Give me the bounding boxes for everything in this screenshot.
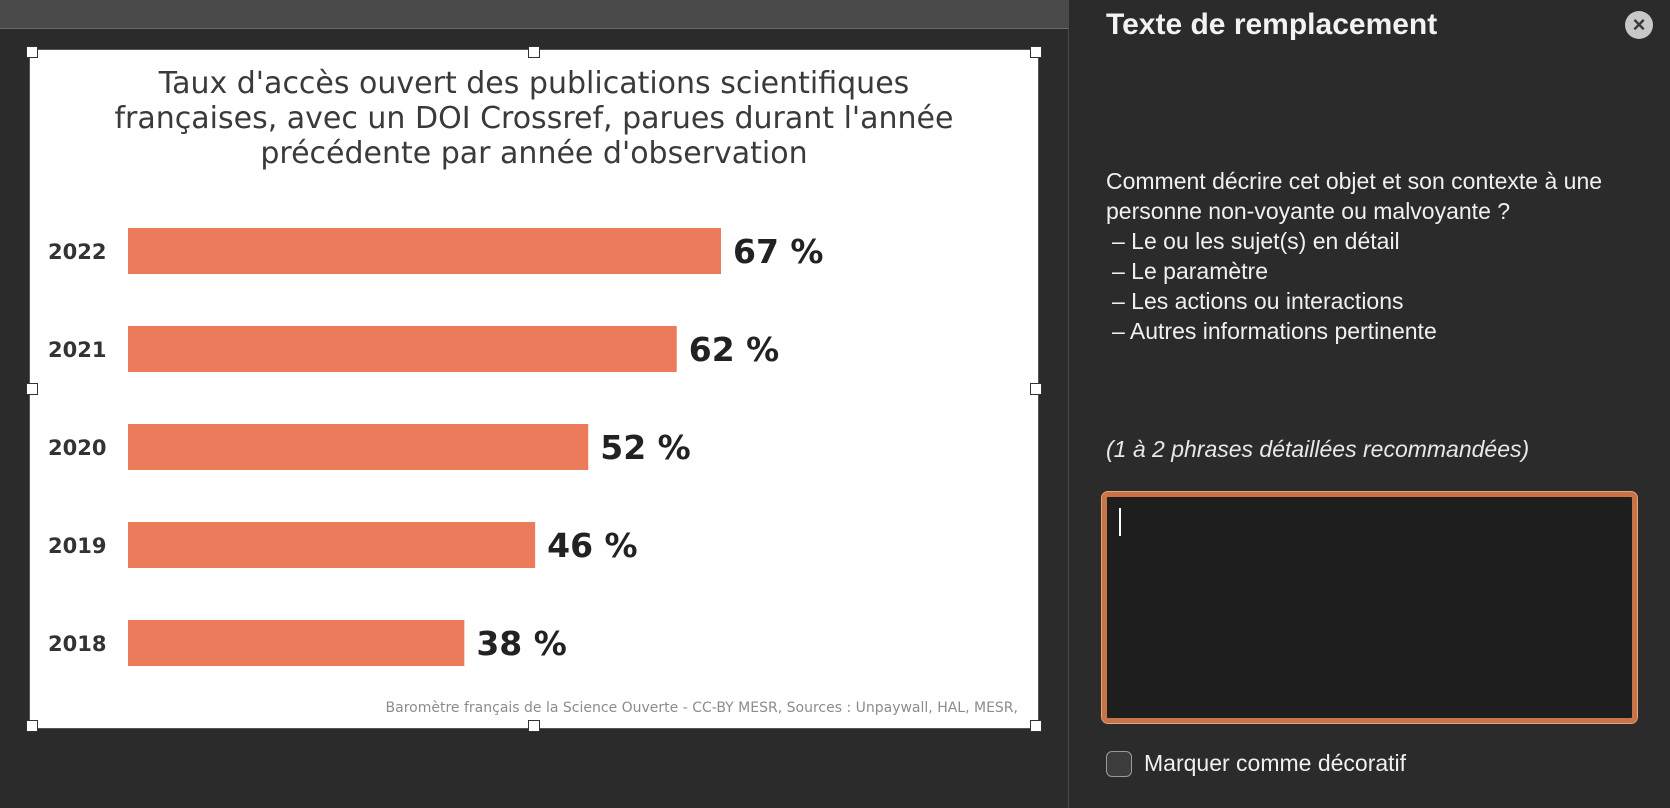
instructions: Comment décrire cet objet et son context… (1106, 166, 1626, 346)
panel-divider (1068, 0, 1069, 808)
panel-title: Texte de remplacement (1106, 8, 1438, 41)
resize-handle-right[interactable] (1030, 383, 1042, 395)
resize-handle-bottom-left[interactable] (26, 720, 38, 732)
bar-chart: 2022 67 % 2021 62 % 2020 52 % 2019 46 % 2018 38 % (48, 228, 823, 666)
chart-title-line-2: françaises, avec un DOI Crossref, parues… (114, 101, 954, 136)
resize-handle-bottom[interactable] (528, 720, 540, 732)
chart-source: Baromètre français de la Science Ouverte… (385, 700, 1018, 716)
instructions-bullet: – Autres informations pertinente (1112, 318, 1437, 344)
bar (128, 522, 536, 568)
text-caret (1119, 508, 1121, 536)
alt-text-panel: Texte de remplacement × Comment décrire … (1069, 0, 1670, 808)
category-label: 2020 (48, 436, 106, 460)
category-label: 2021 (48, 338, 106, 362)
bar (128, 326, 677, 372)
resize-handle-top[interactable] (528, 46, 540, 58)
value-label: 62 % (689, 330, 779, 369)
instructions-bullet: – Les actions ou interactions (1112, 288, 1404, 314)
bar (128, 228, 721, 274)
chart-title-line-1: Taux d'accès ouvert des publications sci… (158, 66, 910, 101)
instructions-question: Comment décrire cet objet et son context… (1106, 168, 1603, 224)
value-label: 67 % (733, 232, 823, 271)
decorative-checkbox-label[interactable]: Marquer comme décoratif (1144, 750, 1407, 776)
instructions-bullet: – Le paramètre (1112, 258, 1268, 284)
close-icon: × (1632, 12, 1646, 37)
slide-canvas: Taux d'accès ouvert des publications sci… (0, 0, 1068, 732)
resize-handle-top-right[interactable] (1030, 46, 1042, 58)
decorative-checkbox[interactable] (1106, 750, 1132, 777)
category-label: 2022 (48, 240, 106, 264)
value-label: 46 % (547, 526, 637, 565)
chart-title-line-3: précédente par année d'observation (260, 136, 808, 171)
chart-title: Taux d'accès ouvert des publications sci… (32, 66, 1036, 171)
instructions-bullet: – Le ou les sujet(s) en détail (1112, 228, 1400, 254)
chart-image[interactable]: Taux d'accès ouvert des publications sci… (32, 52, 1036, 726)
category-label: 2019 (48, 534, 106, 558)
category-label: 2018 (48, 632, 106, 656)
resize-handle-bottom-right[interactable] (1030, 720, 1042, 732)
close-button[interactable]: × (1625, 11, 1653, 39)
alt-text-input[interactable] (1101, 491, 1638, 724)
length-hint: (1 à 2 phrases détaillées recommandées) (1106, 436, 1530, 462)
value-label: 52 % (600, 428, 690, 467)
bar (128, 620, 465, 666)
value-label: 38 % (476, 624, 566, 663)
resize-handle-left[interactable] (26, 383, 38, 395)
resize-handle-top-left[interactable] (26, 46, 38, 58)
decorative-checkbox-row[interactable]: Marquer comme décoratif (1106, 750, 1406, 777)
bar (128, 424, 589, 470)
canvas-top-bar (0, 0, 1068, 29)
